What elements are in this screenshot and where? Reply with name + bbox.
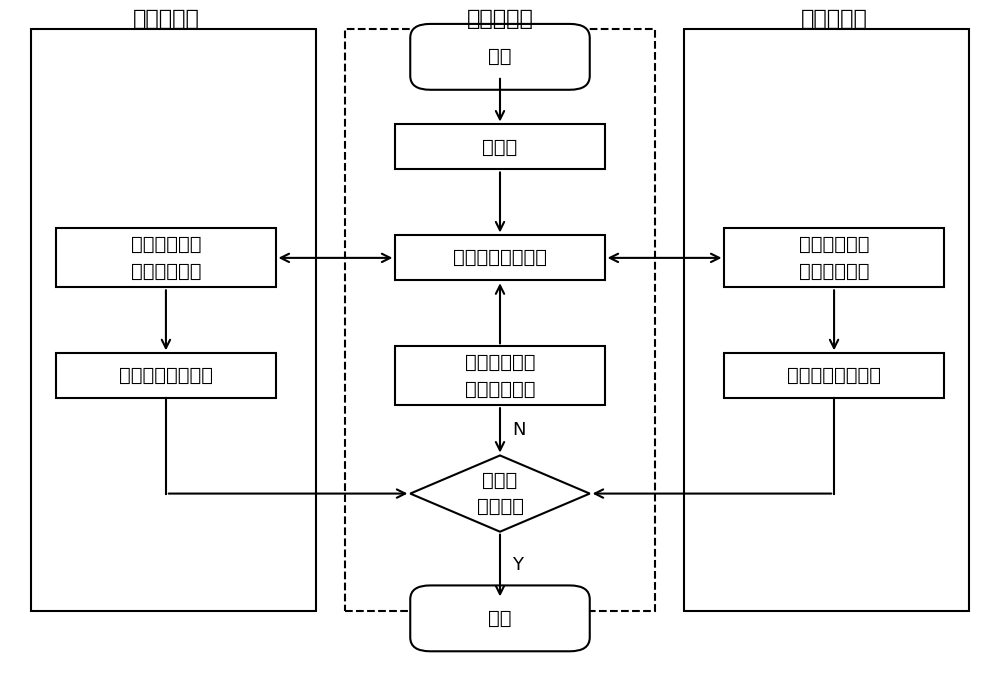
Text: 计算一个时间步长: 计算一个时间步长 <box>453 248 547 267</box>
Bar <box>724 353 944 398</box>
Text: 接收计算结果
作为边界条件: 接收计算结果 作为边界条件 <box>799 235 869 280</box>
Bar <box>31 29 316 611</box>
Text: 接收计算结果
作为边界条件: 接收计算结果 作为边界条件 <box>131 235 201 280</box>
Text: 接收计算结果
作为边界条件: 接收计算结果 作为边界条件 <box>465 353 535 399</box>
Text: Y: Y <box>512 557 523 574</box>
FancyBboxPatch shape <box>410 585 590 651</box>
FancyBboxPatch shape <box>410 24 590 90</box>
Text: 初始化: 初始化 <box>482 138 518 157</box>
Text: 蒸汽发生器: 蒸汽发生器 <box>467 9 533 29</box>
Text: 结束: 结束 <box>488 609 512 628</box>
Bar <box>684 29 969 611</box>
Text: 二回路系统: 二回路系统 <box>801 9 868 29</box>
Bar <box>395 235 605 280</box>
Text: 一回路系统: 一回路系统 <box>132 9 199 29</box>
Bar <box>395 347 605 405</box>
Bar <box>395 125 605 170</box>
Bar <box>56 228 276 287</box>
Text: 计算一个时间步长: 计算一个时间步长 <box>787 366 881 385</box>
Bar <box>724 228 944 287</box>
Text: 计算一个时间步长: 计算一个时间步长 <box>119 366 213 385</box>
Polygon shape <box>410 455 590 532</box>
Bar <box>56 353 276 398</box>
Text: 完成全
时段计算: 完成全 时段计算 <box>477 470 524 516</box>
Text: N: N <box>512 421 525 439</box>
Bar <box>345 29 655 611</box>
Text: 开始: 开始 <box>488 47 512 66</box>
